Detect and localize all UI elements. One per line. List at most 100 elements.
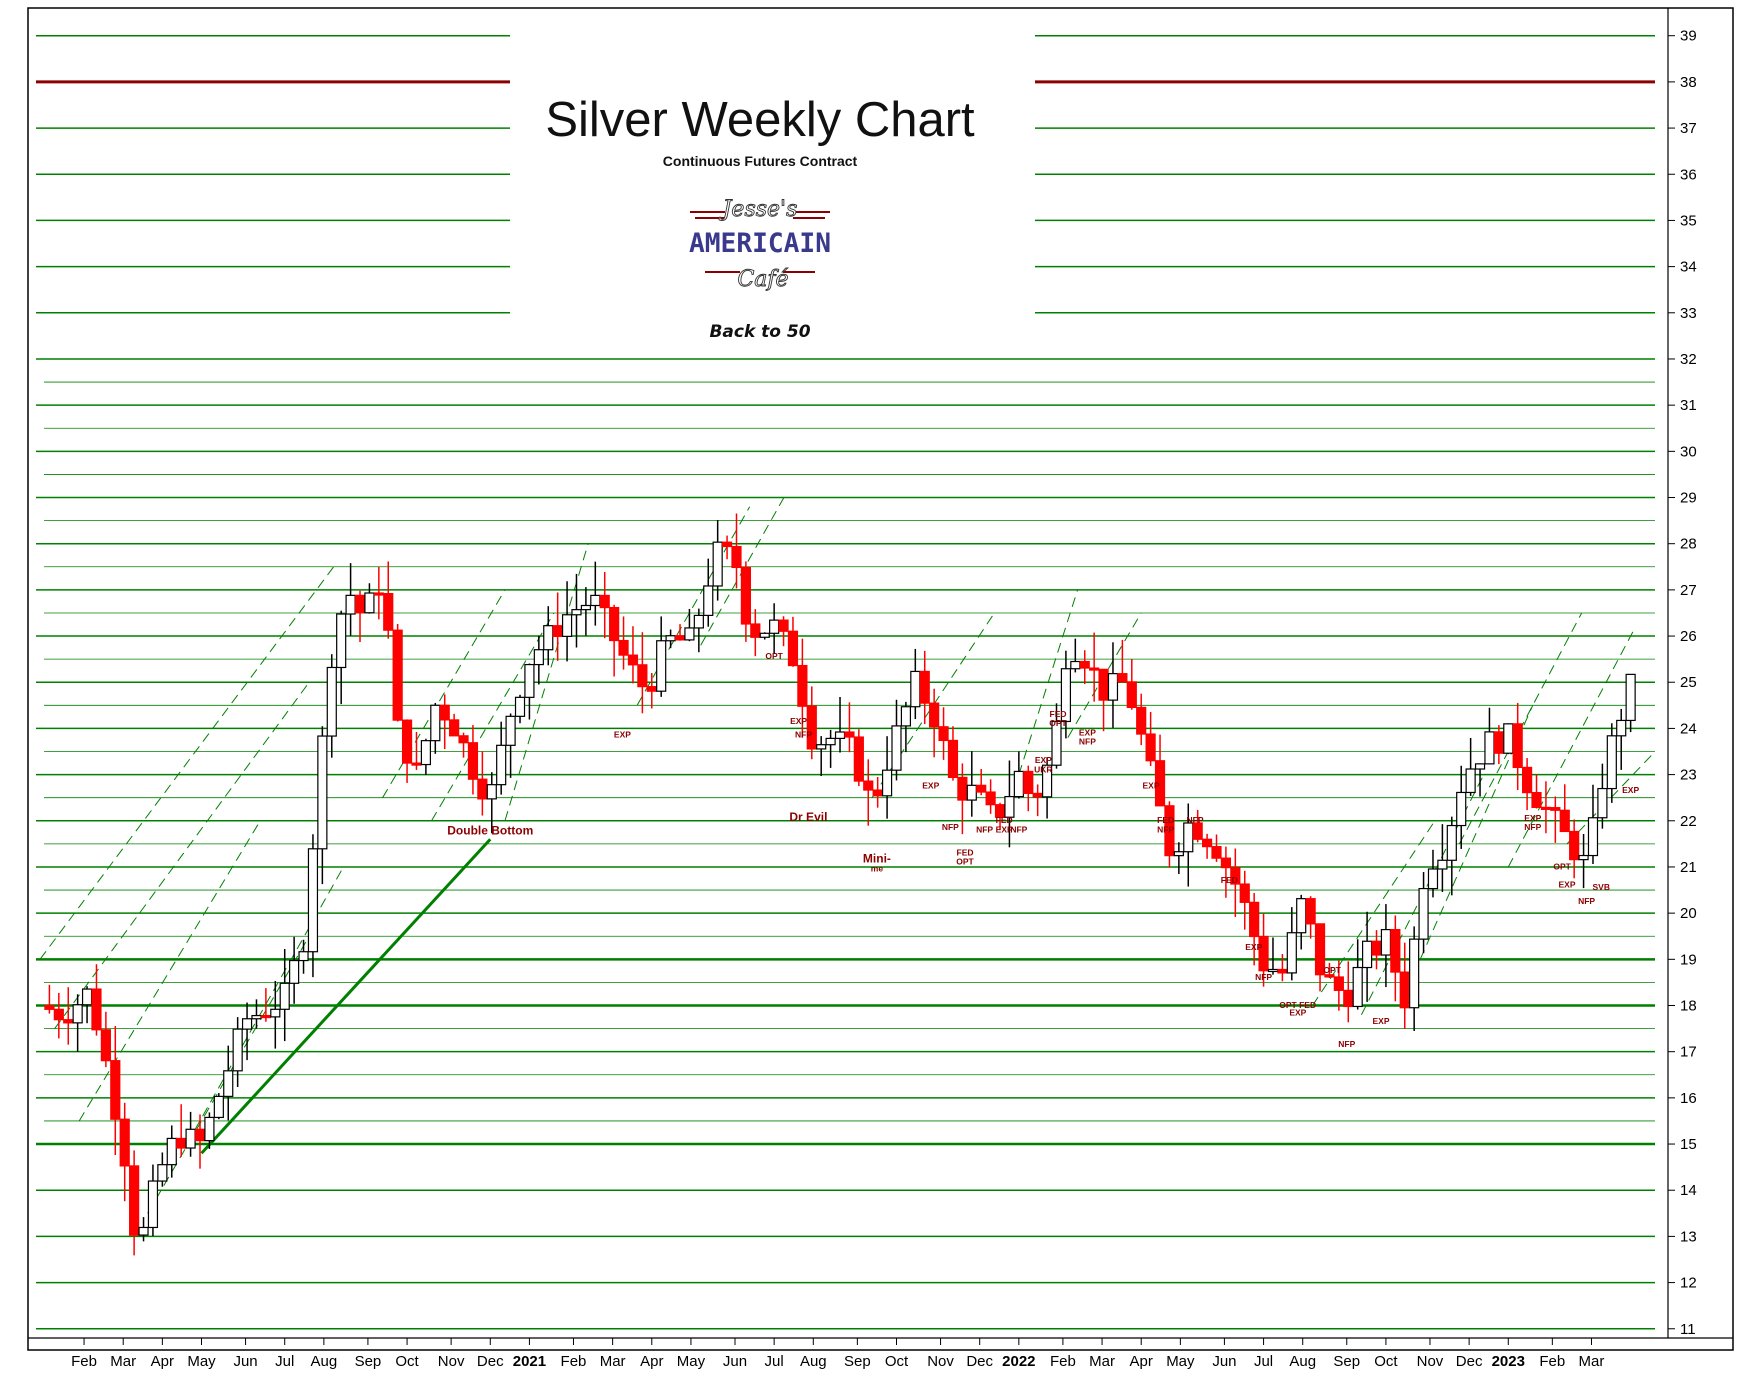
y-tick-label: 39 xyxy=(1680,28,1697,45)
x-tick-label: Apr xyxy=(640,1353,663,1370)
candle-body xyxy=(721,541,733,548)
candle-body xyxy=(477,778,488,800)
candle-body xyxy=(1559,809,1570,833)
candle-body xyxy=(411,762,422,766)
candle-body xyxy=(72,1004,83,1024)
y-tick-label: 37 xyxy=(1680,120,1697,137)
annotation-label: NFP xyxy=(1524,822,1541,832)
candle-body xyxy=(1503,723,1514,754)
annotation-label: FED xyxy=(996,815,1013,825)
candle-body xyxy=(853,736,864,782)
annotation-label: Double Bottom xyxy=(447,824,533,838)
candle-body xyxy=(1606,735,1617,790)
candle-body xyxy=(63,1019,74,1024)
candle-body xyxy=(674,635,686,641)
candle-body xyxy=(1550,807,1561,811)
annotation-label: EXP xyxy=(1142,780,1159,790)
x-tick-label: Mar xyxy=(600,1353,626,1370)
candle-body xyxy=(420,740,431,766)
candle-body xyxy=(609,606,620,642)
y-tick-label: 33 xyxy=(1680,305,1697,322)
candle-body xyxy=(1352,966,1363,1008)
y-tick-label: 12 xyxy=(1680,1275,1697,1292)
candle-body xyxy=(317,735,328,850)
x-tick-label: Mar xyxy=(1579,1353,1605,1370)
candle-body xyxy=(326,666,337,737)
annotation-label: FED xyxy=(1157,815,1174,825)
candle-body xyxy=(919,670,930,704)
x-tick-label: 2021 xyxy=(513,1353,546,1370)
annotation-label: NFP xyxy=(1578,896,1595,906)
candle-body xyxy=(731,545,742,569)
x-tick-label: Nov xyxy=(1417,1353,1444,1370)
x-tick-label: Jul xyxy=(765,1353,784,1370)
annotation-label: OPT xyxy=(1279,1000,1297,1010)
annotation-label: EXP xyxy=(1289,1008,1306,1018)
candle-body xyxy=(627,654,639,666)
annotation-label: NFP xyxy=(1157,824,1174,834)
annotation-label: UKR xyxy=(1034,764,1052,774)
annotation-label: FED xyxy=(957,847,974,857)
x-tick-label: Jun xyxy=(1212,1353,1236,1370)
candle-body xyxy=(1258,935,1269,972)
candle-body xyxy=(514,696,526,717)
channel-line xyxy=(636,506,751,706)
candle-body xyxy=(1051,720,1062,766)
candle-body xyxy=(1107,673,1119,701)
channel-line xyxy=(39,566,335,960)
annotation-label: EXP xyxy=(1373,1016,1390,1026)
x-tick-label: Nov xyxy=(927,1353,954,1370)
x-tick-label: Aug xyxy=(311,1353,338,1370)
annotation-label: EXP xyxy=(1524,813,1541,823)
x-tick-label: Mar xyxy=(110,1353,136,1370)
chart-subtitle: Continuous Futures Contract xyxy=(662,153,858,169)
candle-body xyxy=(580,604,591,611)
candle-body xyxy=(1418,887,1429,940)
candle-body xyxy=(656,640,667,692)
x-tick-label: Dec xyxy=(1456,1353,1483,1370)
annotation-label: FED xyxy=(1050,709,1067,719)
candle-body xyxy=(769,619,780,634)
candle-body xyxy=(392,629,403,721)
candle-body xyxy=(1183,822,1194,853)
x-tick-label: Feb xyxy=(1050,1353,1076,1370)
y-tick-label: 36 xyxy=(1680,166,1697,183)
candle-body xyxy=(524,663,535,698)
annotation-label: SVB xyxy=(1593,882,1610,892)
candle-body xyxy=(1540,806,1552,810)
candle-body xyxy=(834,731,846,740)
candle-body xyxy=(1070,660,1081,670)
candle-body xyxy=(947,739,959,779)
y-tick-label: 22 xyxy=(1680,813,1697,830)
y-tick-label: 34 xyxy=(1680,259,1697,276)
candle-body xyxy=(251,1014,262,1020)
channel-line xyxy=(78,820,261,1122)
candle-body xyxy=(590,594,601,607)
candle-body xyxy=(1343,989,1354,1008)
candle-body xyxy=(561,614,573,637)
candle-body xyxy=(1126,681,1137,708)
y-tick-label: 26 xyxy=(1680,628,1697,645)
y-tick-label: 15 xyxy=(1680,1136,1697,1153)
channel-line xyxy=(504,543,589,821)
candle-body xyxy=(81,988,93,1006)
annotation-label: EXP xyxy=(922,780,939,790)
candle-body xyxy=(816,744,827,750)
candle-body xyxy=(985,791,996,806)
candle-body xyxy=(289,959,300,984)
x-tick-label: Jun xyxy=(723,1353,747,1370)
candle-body xyxy=(241,1018,253,1030)
candle-body xyxy=(891,725,902,771)
y-tick-label: 13 xyxy=(1680,1228,1697,1245)
candle-body xyxy=(176,1137,187,1149)
candle-body xyxy=(684,627,695,641)
candle-body xyxy=(44,1004,55,1010)
candle-body xyxy=(712,541,723,587)
candle-body xyxy=(157,1164,168,1182)
candle-body xyxy=(778,619,789,632)
candle-body xyxy=(1437,859,1448,870)
candle-body xyxy=(1616,719,1627,737)
y-tick-label: 20 xyxy=(1680,905,1697,922)
logo-line-2: AMERICAIN xyxy=(689,228,831,259)
candle-body xyxy=(486,784,497,800)
